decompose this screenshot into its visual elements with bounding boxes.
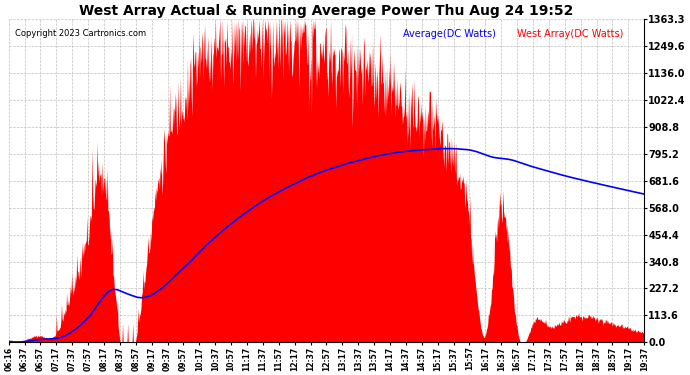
- Text: Copyright 2023 Cartronics.com: Copyright 2023 Cartronics.com: [15, 29, 146, 38]
- Text: West Array(DC Watts): West Array(DC Watts): [517, 29, 624, 39]
- Text: Average(DC Watts): Average(DC Watts): [403, 29, 495, 39]
- Title: West Array Actual & Running Average Power Thu Aug 24 19:52: West Array Actual & Running Average Powe…: [79, 4, 573, 18]
